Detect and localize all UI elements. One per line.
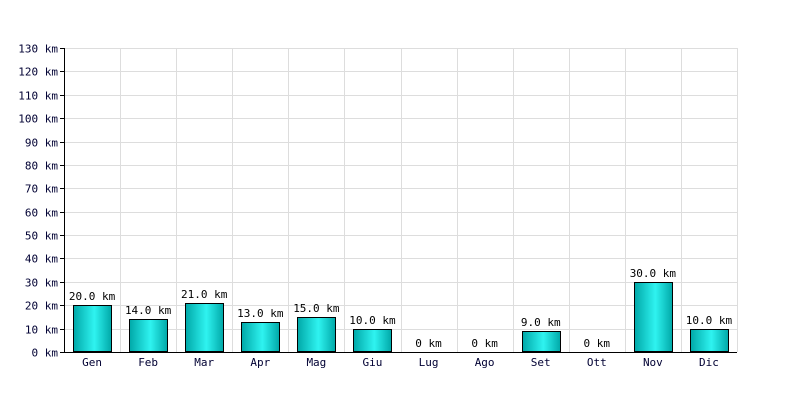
x-tick-label: Lug: [419, 356, 439, 369]
x-tick-label: Ott: [587, 356, 607, 369]
y-tick-label: 70 km: [25, 183, 58, 196]
value-label: 9.0 km: [521, 316, 561, 329]
value-label: 0 km: [415, 337, 442, 350]
y-tick-label: 10 km: [25, 324, 58, 337]
bar-mar: [185, 303, 224, 352]
value-label: 14.0 km: [125, 304, 172, 317]
x-tick-label: Gen: [82, 356, 102, 369]
value-label: 15.0 km: [293, 302, 340, 315]
grid-lines: [64, 48, 738, 352]
x-tick-label: Mag: [306, 356, 326, 369]
bars: [73, 282, 729, 352]
y-tick-label: 120 km: [18, 66, 58, 79]
value-label: 10.0 km: [349, 314, 396, 327]
x-tick-label: Mar: [194, 356, 214, 369]
y-tick-label: 40 km: [25, 253, 58, 266]
bar-apr: [241, 322, 280, 352]
bar-set: [522, 331, 561, 352]
y-tick-label: 0 km: [32, 347, 59, 360]
bar-gen: [73, 305, 112, 352]
y-tick-labels: 0 km 10 km 20 km 30 km 40 km 50 km 60 km 70 km 8…: [18, 43, 58, 360]
y-tick-label: 90 km: [25, 137, 58, 150]
bar-nov: [634, 282, 673, 352]
x-tick-label: Set: [531, 356, 551, 369]
y-tick-label: 60 km: [25, 207, 58, 220]
x-tick-labels: Gen Feb Mar Apr Mag Giu Lug Ago Set Ott Nov Dic: [82, 356, 719, 369]
axes: [60, 48, 737, 353]
y-tick-label: 30 km: [25, 277, 58, 290]
bar-feb: [129, 319, 168, 352]
value-label: 13.0 km: [237, 307, 284, 320]
value-label: 21.0 km: [181, 288, 228, 301]
y-tick-label: 20 km: [25, 300, 58, 313]
y-tick-label: 110 km: [18, 90, 58, 103]
y-tick-label: 50 km: [25, 230, 58, 243]
x-tick-label: Dic: [699, 356, 719, 369]
y-tick-label: 130 km: [18, 43, 58, 56]
y-tick-label: 80 km: [25, 160, 58, 173]
x-tick-label: Ago: [475, 356, 495, 369]
value-label: 20.0 km: [69, 290, 116, 303]
x-tick-label: Feb: [138, 356, 158, 369]
x-tick-label: Apr: [250, 356, 270, 369]
value-labels: 20.0 km 14.0 km 21.0 km 13.0 km 15.0 km 10.0 …: [69, 267, 733, 350]
bar-mag: [297, 317, 336, 352]
x-tick-label: Giu: [363, 356, 383, 369]
value-label: 10.0 km: [686, 314, 733, 327]
y-tick-label: 100 km: [18, 113, 58, 126]
bar-dic: [690, 329, 729, 352]
value-label: 30.0 km: [630, 267, 677, 280]
bar-giu: [353, 329, 392, 352]
x-tick-label: Nov: [643, 356, 663, 369]
value-label: 0 km: [584, 337, 611, 350]
value-label: 0 km: [471, 337, 498, 350]
